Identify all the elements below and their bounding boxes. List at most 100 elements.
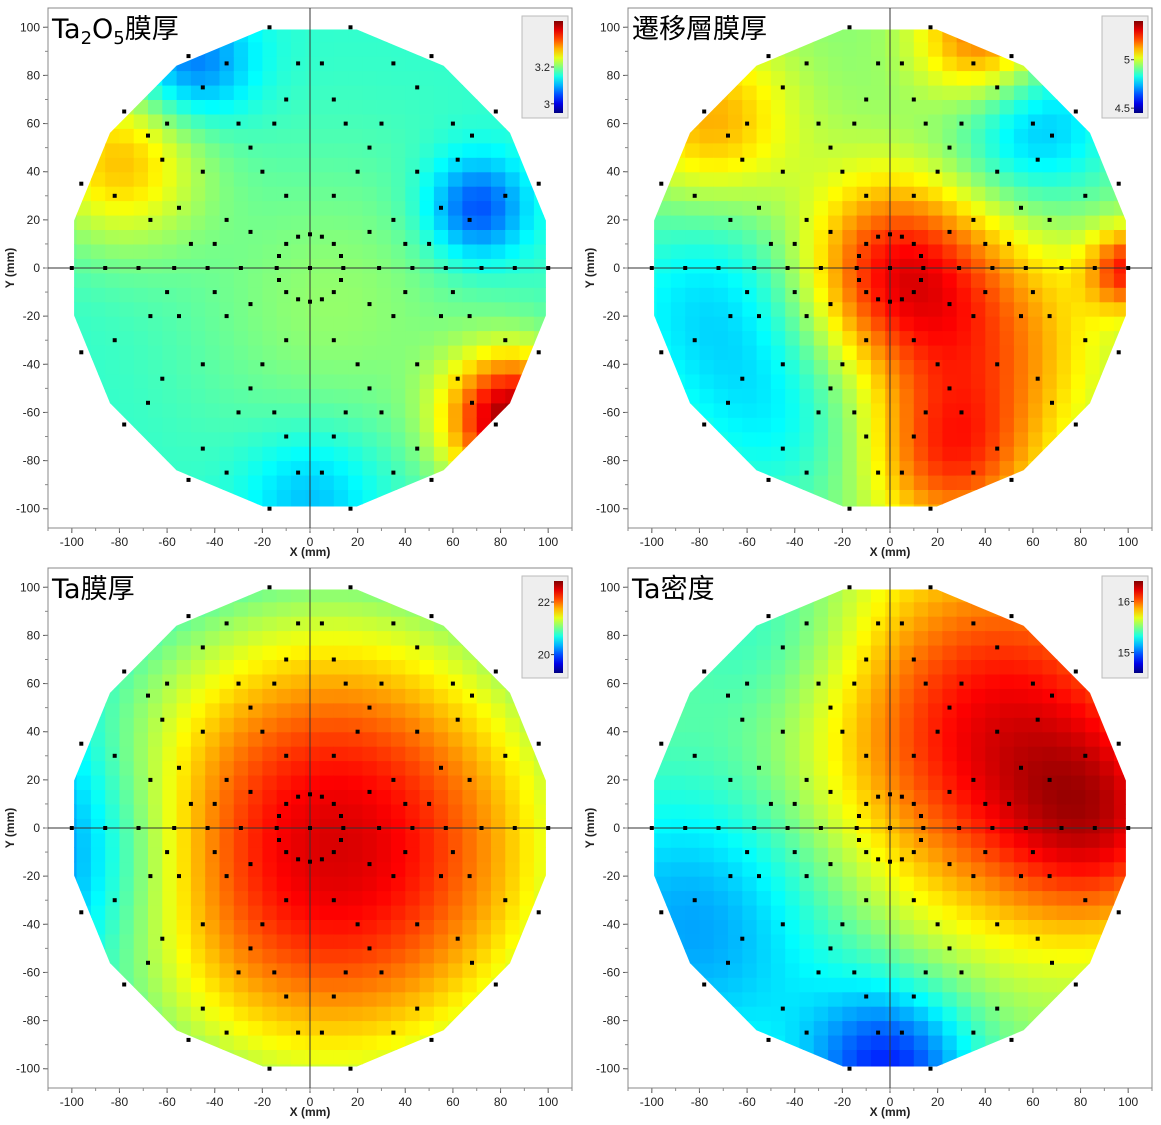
heatmap-cell	[376, 229, 392, 245]
heatmap-cell	[276, 919, 292, 935]
heatmap-cell	[971, 316, 986, 332]
heatmap-cell	[190, 731, 206, 747]
heatmap-cell	[190, 142, 206, 158]
sample-point	[284, 241, 289, 246]
heatmap-cell	[248, 113, 263, 129]
heatmap-cell	[785, 56, 801, 72]
heatmap-cell	[985, 460, 1001, 476]
heatmap-cell	[842, 142, 858, 158]
heatmap-cell	[262, 330, 278, 346]
heatmap-cell	[742, 861, 758, 877]
heatmap-cell	[885, 876, 901, 892]
heatmap-cell	[248, 616, 263, 632]
heatmap-cell	[90, 272, 106, 288]
heatmap-cell	[90, 789, 106, 805]
heatmap-cell	[756, 243, 772, 259]
heatmap-cell	[205, 659, 221, 675]
heatmap-cell	[376, 731, 392, 747]
heatmap-cell	[813, 890, 829, 906]
heatmap-cell	[699, 402, 715, 418]
heatmap-cell	[233, 919, 249, 935]
heatmap-cell	[928, 446, 943, 462]
heatmap-cell	[348, 775, 363, 790]
heatmap-cell	[476, 746, 492, 762]
heatmap-cell	[205, 373, 221, 389]
heatmap-cell	[476, 388, 492, 404]
heatmap-cell	[176, 446, 192, 462]
heatmap-cell	[262, 475, 278, 490]
heatmap-cell	[856, 29, 872, 43]
heatmap-cell	[419, 388, 435, 404]
heatmap-cell	[190, 832, 206, 848]
heatmap-cell	[728, 402, 743, 418]
heatmap-cell	[248, 359, 263, 375]
heatmap-cell	[448, 229, 463, 245]
heatmap-cell	[519, 272, 535, 288]
sample-point	[284, 97, 289, 102]
heatmap-cell	[985, 142, 1001, 158]
heatmap-cell	[233, 688, 249, 704]
heatmap-cell	[813, 186, 829, 202]
heatmap-cell	[728, 832, 743, 848]
sample-point	[995, 169, 1000, 174]
heatmap-cell	[405, 876, 421, 892]
sample-point	[236, 410, 241, 415]
heatmap-cell	[162, 258, 178, 274]
heatmap-cell	[462, 330, 478, 346]
heatmap-cell	[491, 746, 506, 762]
heatmap-cell	[699, 717, 715, 733]
heatmap-cell	[870, 316, 886, 332]
heatmap-cell	[813, 359, 829, 375]
heatmap-cell	[462, 962, 478, 978]
heatmap-cell	[870, 659, 886, 675]
heatmap-cell	[1071, 229, 1086, 245]
heatmap-cell	[333, 229, 349, 245]
heatmap-cell	[699, 373, 715, 389]
heatmap-cell	[828, 186, 843, 202]
heatmap-cell	[148, 359, 163, 375]
heatmap-cell	[419, 157, 435, 173]
heatmap-cell	[699, 128, 715, 144]
heatmap-cell	[828, 171, 843, 187]
heatmap-cell	[305, 645, 321, 660]
heatmap-cell	[756, 186, 772, 202]
heatmap-cell	[319, 489, 335, 505]
heatmap-cell	[148, 99, 163, 115]
heatmap-cell	[756, 258, 772, 274]
heatmap-cell	[233, 948, 249, 964]
heatmap-cell	[799, 948, 815, 964]
sample-point	[493, 422, 498, 427]
heatmap-cell	[162, 229, 178, 245]
heatmap-cell	[119, 186, 135, 202]
heatmap-cell	[713, 417, 729, 433]
heatmap-cell	[785, 702, 801, 718]
heatmap-cell	[870, 832, 886, 848]
heatmap-cell	[1071, 258, 1086, 274]
heatmap-cell	[685, 272, 701, 288]
heatmap-cell	[162, 948, 178, 964]
sample-point	[455, 717, 460, 722]
heatmap-cell	[462, 243, 478, 259]
heatmap-cell	[248, 760, 263, 776]
sample-point	[503, 898, 508, 903]
sample-point	[391, 621, 396, 626]
heatmap-cell	[376, 717, 392, 733]
heatmap-cell	[1113, 258, 1126, 274]
heatmap-cell	[742, 659, 758, 675]
heatmap-cell	[105, 243, 121, 259]
sample-point	[272, 121, 277, 126]
heatmap-cell	[376, 746, 392, 762]
heatmap-cell	[885, 272, 901, 288]
heatmap-cell	[856, 933, 872, 949]
heatmap-cell	[828, 991, 843, 1007]
heatmap-cell	[305, 890, 321, 906]
heatmap-cell	[842, 977, 858, 993]
heatmap-cell	[462, 287, 478, 303]
heatmap-cell	[205, 688, 221, 704]
heatmap-cell	[756, 215, 772, 230]
heatmap-cell	[190, 789, 206, 805]
heatmap-cell	[885, 630, 901, 646]
heatmap-cell	[205, 702, 221, 718]
heatmap-cell	[742, 128, 758, 144]
sample-point	[780, 446, 785, 451]
